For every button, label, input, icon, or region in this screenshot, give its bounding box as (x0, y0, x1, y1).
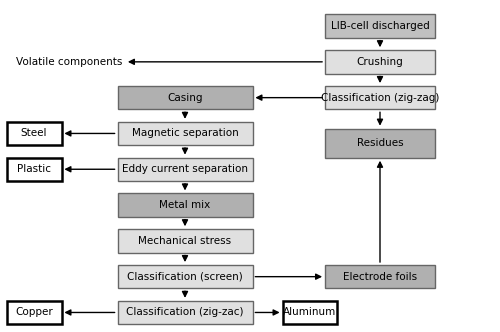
Text: Crushing: Crushing (356, 57, 404, 67)
FancyBboxPatch shape (325, 265, 435, 289)
FancyBboxPatch shape (118, 229, 252, 253)
FancyBboxPatch shape (6, 301, 62, 324)
Text: Eddy current separation: Eddy current separation (122, 164, 248, 174)
FancyBboxPatch shape (6, 158, 62, 181)
Text: Classification (zig-zac): Classification (zig-zac) (126, 307, 244, 317)
FancyBboxPatch shape (325, 86, 435, 109)
FancyBboxPatch shape (118, 193, 252, 217)
FancyBboxPatch shape (118, 122, 252, 145)
Text: Residues: Residues (356, 138, 404, 148)
FancyBboxPatch shape (118, 86, 252, 109)
FancyBboxPatch shape (118, 265, 252, 289)
FancyBboxPatch shape (282, 301, 338, 324)
Text: Metal mix: Metal mix (160, 200, 210, 210)
Text: Electrode foils: Electrode foils (343, 272, 417, 282)
FancyBboxPatch shape (118, 301, 252, 324)
Text: Steel: Steel (21, 128, 47, 138)
FancyBboxPatch shape (325, 50, 435, 74)
Text: Copper: Copper (15, 307, 53, 317)
Text: Plastic: Plastic (17, 164, 51, 174)
FancyBboxPatch shape (325, 14, 435, 38)
Text: Volatile components: Volatile components (16, 57, 122, 67)
Text: Aluminum: Aluminum (284, 307, 337, 317)
Text: Casing: Casing (167, 93, 203, 103)
Text: LIB-cell discharged: LIB-cell discharged (330, 21, 430, 31)
FancyBboxPatch shape (325, 128, 435, 158)
Text: Magnetic separation: Magnetic separation (132, 128, 238, 138)
FancyBboxPatch shape (118, 158, 252, 181)
Text: Classification (zig-zag): Classification (zig-zag) (321, 93, 439, 103)
Text: Mechanical stress: Mechanical stress (138, 236, 232, 246)
FancyBboxPatch shape (6, 122, 62, 145)
Text: Classification (screen): Classification (screen) (127, 272, 243, 282)
